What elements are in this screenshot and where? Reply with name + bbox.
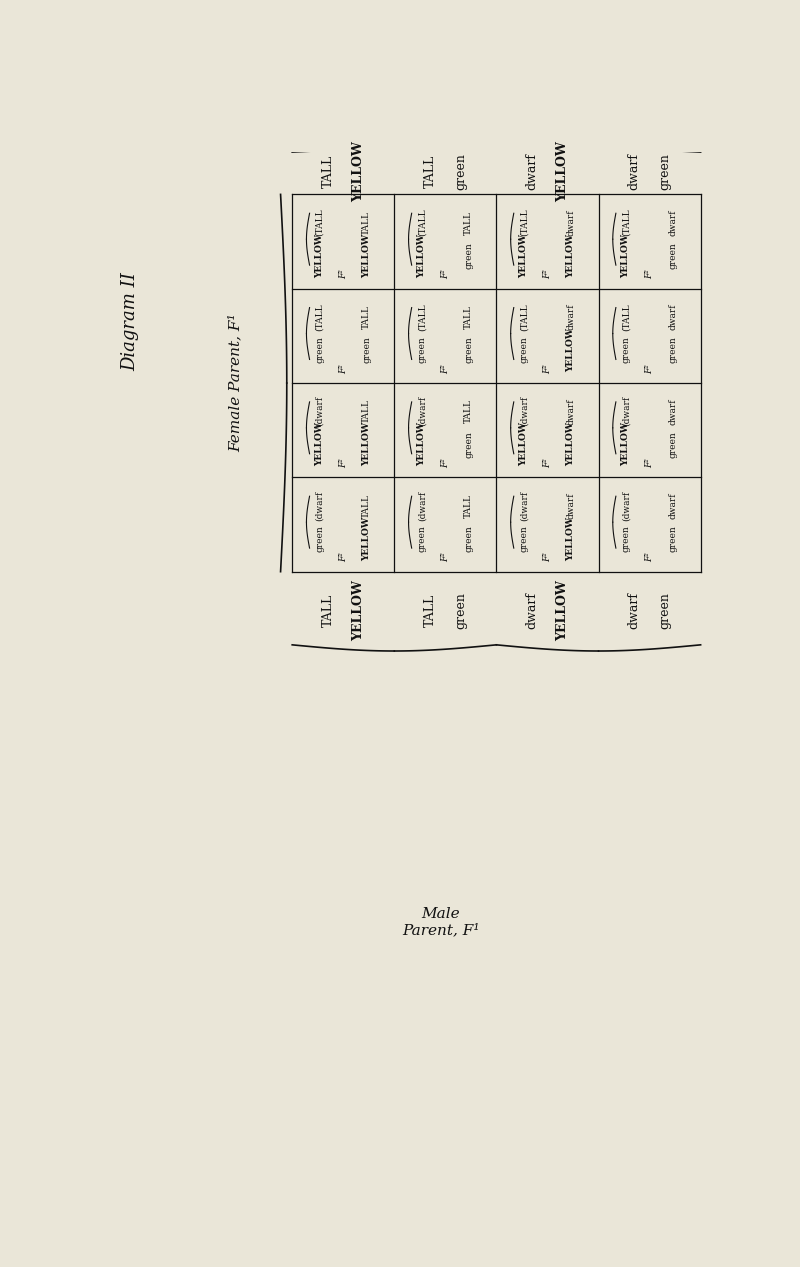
- Text: green: green: [622, 526, 630, 552]
- Text: green: green: [622, 337, 630, 364]
- Text: green: green: [418, 337, 426, 364]
- Text: F²: F²: [645, 552, 654, 563]
- Text: green: green: [658, 153, 671, 190]
- Text: YELLOW: YELLOW: [362, 233, 371, 277]
- Text: green: green: [669, 337, 678, 364]
- Text: YELLOW: YELLOW: [362, 422, 371, 466]
- Text: YELLOW: YELLOW: [352, 141, 365, 201]
- Text: green: green: [464, 526, 474, 552]
- Text: green: green: [519, 337, 529, 364]
- Text: (TALL: (TALL: [519, 209, 529, 237]
- Text: YELLOW: YELLOW: [418, 233, 426, 277]
- Text: green: green: [464, 337, 474, 364]
- Text: green: green: [658, 592, 671, 628]
- Text: F²: F²: [441, 364, 450, 374]
- Text: green: green: [669, 526, 678, 552]
- Text: (TALL: (TALL: [418, 209, 426, 237]
- Text: green: green: [464, 242, 474, 269]
- Text: YELLOW: YELLOW: [566, 517, 575, 561]
- Text: (TALL: (TALL: [418, 303, 426, 331]
- Text: YELLOW: YELLOW: [315, 422, 324, 466]
- Text: TALL: TALL: [322, 155, 334, 188]
- Text: TALL: TALL: [423, 593, 437, 627]
- Text: F²: F²: [338, 552, 348, 563]
- Text: dwarf: dwarf: [628, 592, 641, 628]
- Text: green: green: [669, 431, 678, 457]
- Text: (dwarf: (dwarf: [418, 397, 426, 427]
- Text: TALL: TALL: [362, 494, 371, 518]
- Text: green: green: [454, 153, 467, 190]
- Text: dwarf: dwarf: [526, 592, 538, 628]
- Text: green: green: [362, 337, 371, 364]
- Text: F²: F²: [338, 459, 348, 468]
- Text: F²: F²: [543, 459, 552, 468]
- Text: TALL: TALL: [423, 155, 437, 188]
- Text: F²: F²: [543, 552, 552, 563]
- Text: green: green: [464, 431, 474, 457]
- Text: TALL: TALL: [464, 210, 474, 234]
- Text: YELLOW: YELLOW: [519, 422, 529, 466]
- Text: F²: F²: [645, 270, 654, 279]
- Text: green: green: [315, 337, 324, 364]
- Text: dwarf: dwarf: [669, 304, 678, 331]
- Text: TALL: TALL: [322, 593, 334, 627]
- Text: F²: F²: [441, 270, 450, 279]
- Text: green: green: [315, 526, 324, 552]
- Text: F²: F²: [338, 364, 348, 374]
- Text: Diagram II: Diagram II: [122, 272, 140, 371]
- Text: YELLOW: YELLOW: [622, 233, 630, 277]
- Text: (dwarf: (dwarf: [622, 490, 630, 521]
- Text: YELLOW: YELLOW: [622, 422, 630, 466]
- Text: F²: F²: [338, 270, 348, 279]
- Text: YELLOW: YELLOW: [352, 580, 365, 641]
- Text: Female Parent, F¹: Female Parent, F¹: [229, 314, 242, 452]
- Text: (dwarf: (dwarf: [418, 490, 426, 521]
- Text: (dwarf: (dwarf: [622, 397, 630, 427]
- Text: (TALL: (TALL: [622, 209, 630, 237]
- Text: (dwarf: (dwarf: [315, 490, 324, 521]
- Text: TALL: TALL: [362, 305, 371, 329]
- Text: (dwarf: (dwarf: [315, 397, 324, 427]
- Text: dwarf: dwarf: [669, 209, 678, 236]
- Text: YELLOW: YELLOW: [556, 580, 570, 641]
- Text: YELLOW: YELLOW: [362, 517, 371, 561]
- Text: green: green: [418, 526, 426, 552]
- Text: (dwarf: (dwarf: [519, 397, 529, 427]
- Text: dwarf: dwarf: [566, 398, 575, 424]
- Text: TALL: TALL: [362, 399, 371, 423]
- Text: (TALL: (TALL: [315, 303, 324, 331]
- Text: dwarf: dwarf: [566, 209, 575, 236]
- Text: TALL: TALL: [464, 305, 474, 329]
- Text: (dwarf: (dwarf: [519, 490, 529, 521]
- Text: (TALL: (TALL: [519, 303, 529, 331]
- Text: YELLOW: YELLOW: [418, 422, 426, 466]
- Text: green: green: [519, 526, 529, 552]
- Text: YELLOW: YELLOW: [566, 328, 575, 372]
- Text: dwarf: dwarf: [628, 153, 641, 190]
- Text: dwarf: dwarf: [669, 398, 678, 424]
- Text: dwarf: dwarf: [669, 493, 678, 519]
- Text: TALL: TALL: [464, 399, 474, 423]
- Text: dwarf: dwarf: [566, 304, 575, 331]
- Text: TALL: TALL: [362, 210, 371, 234]
- Text: YELLOW: YELLOW: [566, 422, 575, 466]
- Text: F²: F²: [441, 552, 450, 563]
- Text: YELLOW: YELLOW: [566, 233, 575, 277]
- Text: F²: F²: [645, 459, 654, 468]
- Text: Male
Parent, F¹: Male Parent, F¹: [402, 907, 480, 938]
- Text: green: green: [454, 592, 467, 628]
- Text: TALL: TALL: [464, 494, 474, 518]
- Text: (TALL: (TALL: [315, 209, 324, 237]
- Text: YELLOW: YELLOW: [556, 141, 570, 201]
- Text: dwarf: dwarf: [566, 493, 575, 519]
- Text: F²: F²: [543, 270, 552, 279]
- Text: (TALL: (TALL: [622, 303, 630, 331]
- Text: F²: F²: [543, 364, 552, 374]
- Text: YELLOW: YELLOW: [315, 233, 324, 277]
- Text: F²: F²: [645, 364, 654, 374]
- Text: dwarf: dwarf: [526, 153, 538, 190]
- Text: green: green: [669, 242, 678, 269]
- Text: F²: F²: [441, 459, 450, 468]
- Text: YELLOW: YELLOW: [519, 233, 529, 277]
